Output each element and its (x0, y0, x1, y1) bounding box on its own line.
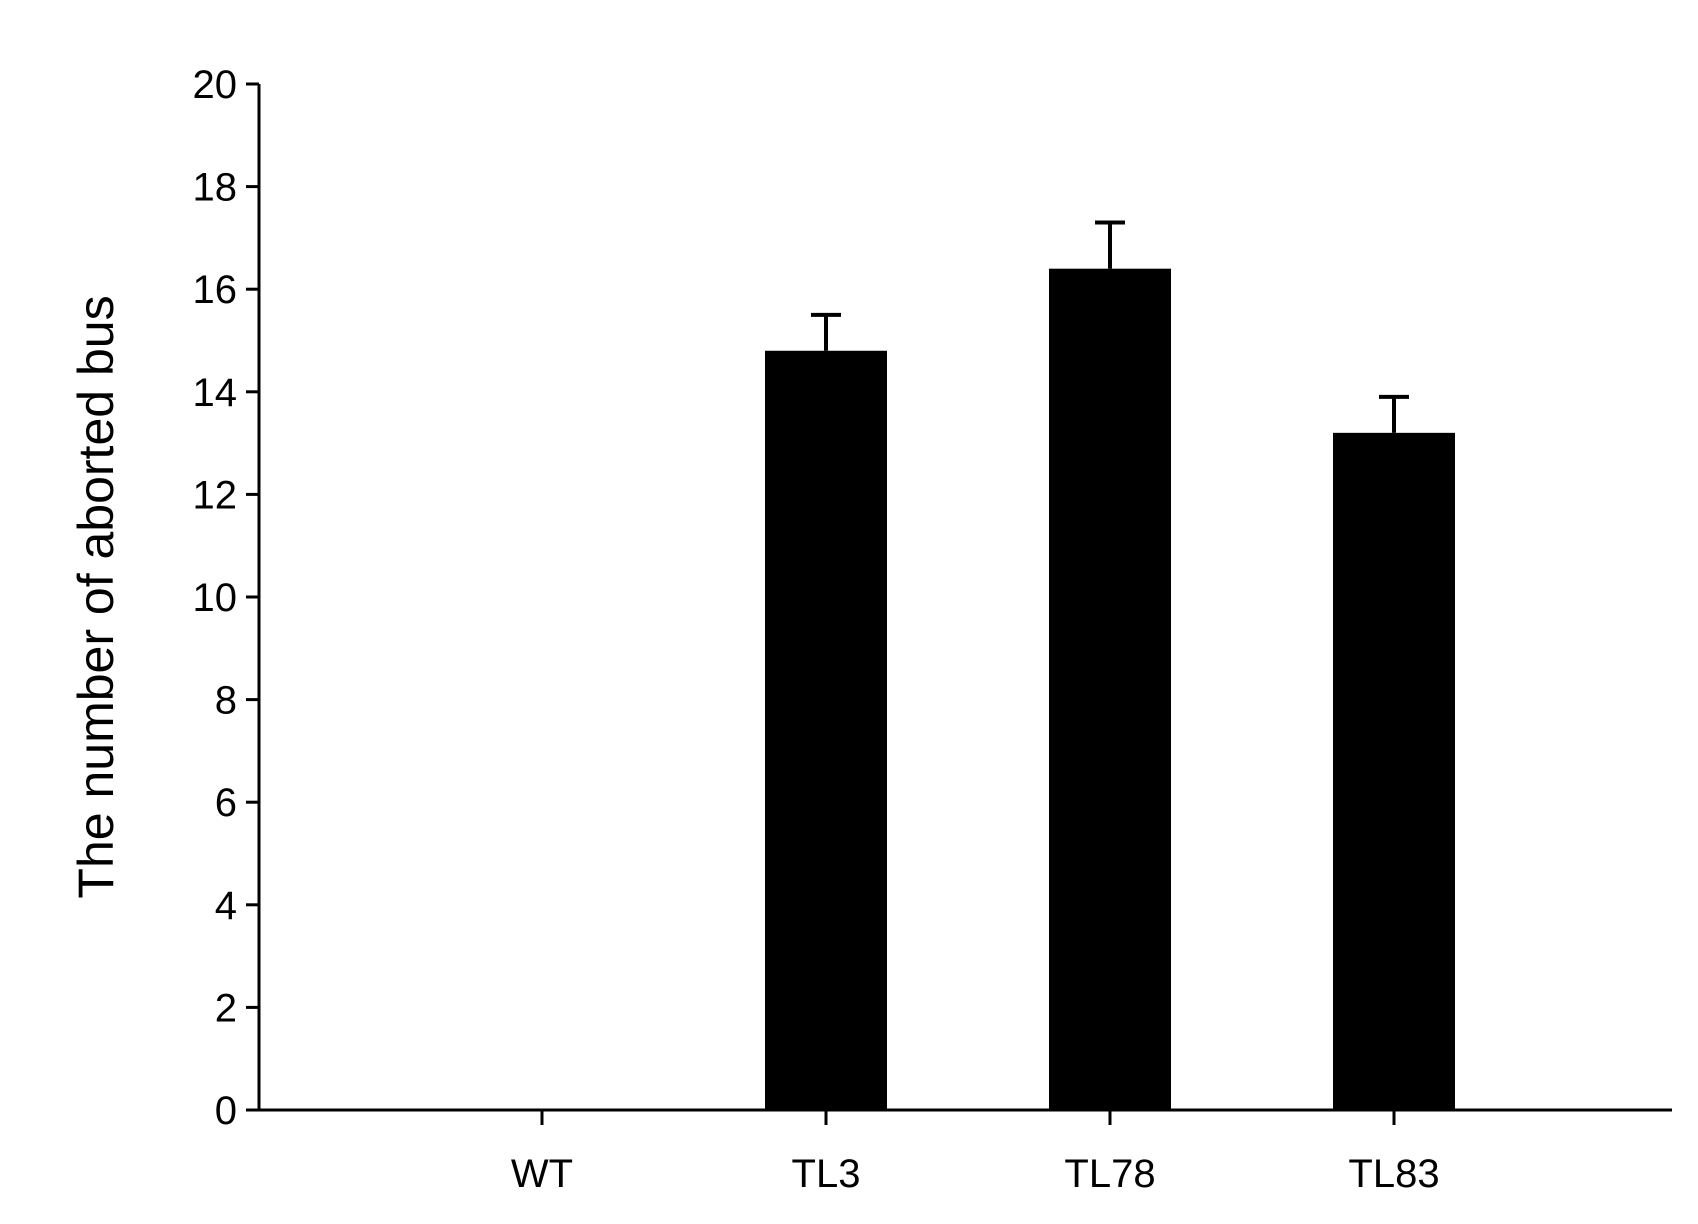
x-tick-label: TL3 (792, 1152, 861, 1196)
bar (1049, 268, 1171, 1110)
x-tick-group: WT TL3 TL78 TL83 (511, 1110, 1440, 1196)
y-tick-label: 2 (215, 986, 237, 1030)
bar (1333, 432, 1455, 1111)
y-tick-label: 18 (193, 166, 238, 210)
bar-group (765, 268, 1455, 1111)
x-tick-label: TL78 (1064, 1152, 1155, 1196)
bar (765, 350, 887, 1110)
y-tick-label: 20 (193, 63, 238, 107)
x-tick-label: WT (511, 1152, 573, 1196)
y-tick-label: 10 (193, 576, 238, 620)
y-tick-label: 4 (215, 884, 237, 928)
x-tick-label: TL83 (1348, 1152, 1439, 1196)
y-axis-title: The number of aborted bus (68, 295, 124, 898)
y-tick-label: 6 (215, 781, 237, 825)
y-tick-label: 8 (215, 679, 237, 723)
y-tick-group: 0 2 4 6 8 10 12 14 16 18 20 (193, 63, 259, 1133)
error-bar-group (811, 220, 1409, 433)
plot-area: 0 2 4 6 8 10 12 14 16 18 20 WT TL3 TL78 TL83 (193, 63, 1672, 1196)
y-tick-label: 0 (215, 1089, 237, 1133)
y-tick-label: 16 (193, 268, 238, 312)
y-tick-label: 12 (193, 473, 238, 517)
y-tick-label: 14 (193, 371, 238, 415)
